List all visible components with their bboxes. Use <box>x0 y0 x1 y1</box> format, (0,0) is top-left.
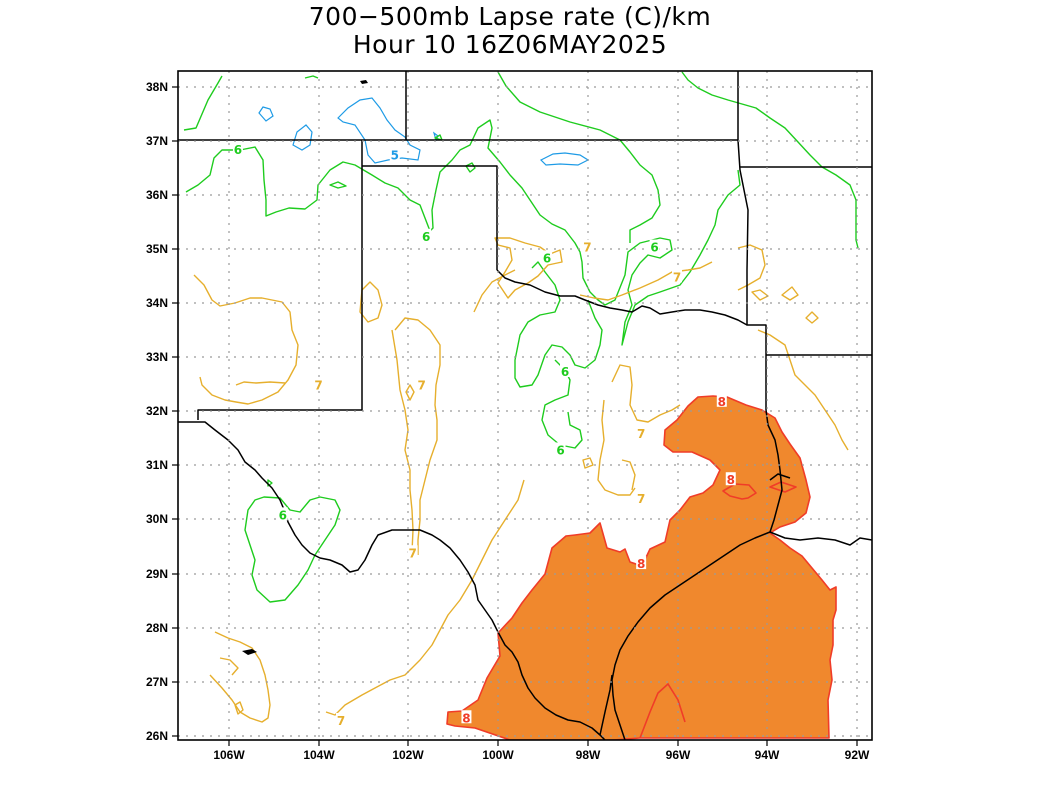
contour-label-7: 7 <box>637 427 645 441</box>
contour-label-bg <box>636 491 647 505</box>
contour-label-7: 7 <box>337 714 345 728</box>
map-frame <box>177 70 873 741</box>
contour-label-7: 7 <box>409 546 417 560</box>
state-boundaries <box>178 71 872 740</box>
contour-label-7: 7 <box>583 241 591 255</box>
lat-label: 36N <box>146 188 168 202</box>
map-subtitle: Hour 10 16Z06MAY2025 <box>352 30 668 59</box>
longitude-labels: 106W 104W 102W 100W 98W 96W 94W 92W <box>213 748 870 762</box>
small-water-features <box>242 80 368 655</box>
map-plot-area: 5 6 6 6 6 6 6 6 7 7 7 7 7 7 7 7 8 8 8 8 <box>178 71 872 740</box>
lat-label: 32N <box>146 404 168 418</box>
lon-label: 106W <box>213 748 245 762</box>
lapse-rate-8-contour-south <box>639 682 686 739</box>
contour-label-8: 8 <box>637 557 645 571</box>
contour-label-bg <box>313 377 324 391</box>
lat-label: 38N <box>146 80 168 94</box>
contour-label-bg <box>560 364 570 378</box>
lat-label: 31N <box>146 458 168 472</box>
lat-label: 37N <box>146 134 168 148</box>
contour-label-6: 6 <box>650 241 658 255</box>
contour-label-bg <box>416 377 427 391</box>
contour-label-bg <box>336 712 346 726</box>
contour-label-5: 5 <box>391 149 399 163</box>
lat-label: 26N <box>146 729 168 743</box>
contour-label-bg <box>461 710 472 724</box>
lat-label: 35N <box>146 242 168 256</box>
contour-label-8: 8 <box>718 395 726 409</box>
lat-label: 34N <box>146 296 168 310</box>
contour-labels: 5 6 6 6 6 6 6 6 7 7 7 7 7 7 7 7 8 8 8 8 <box>232 142 736 728</box>
contour-label-bg <box>389 147 400 161</box>
contour-label-bg <box>636 426 647 440</box>
contour-label-8: 8 <box>727 473 735 487</box>
map-title: 700−500mb Lapse rate (C)/km <box>308 2 712 31</box>
contour-label-6: 6 <box>422 230 430 244</box>
contour-label-bg <box>649 239 660 253</box>
contour-label-7: 7 <box>637 492 645 506</box>
contour-label-bg <box>542 250 553 264</box>
contour-label-6: 6 <box>561 365 569 379</box>
contour-label-7: 7 <box>417 379 425 393</box>
lapse-rate-7-contours <box>193 237 849 723</box>
lat-label: 27N <box>146 675 168 689</box>
lon-label: 100W <box>482 748 514 762</box>
lapse-rate-6-contours <box>183 71 859 603</box>
contour-label-8: 8 <box>462 711 470 725</box>
contour-label-bg <box>582 239 593 253</box>
axis-ticks <box>172 86 858 746</box>
lon-label: 96W <box>666 748 691 762</box>
lapse-rate-5-contours <box>258 97 590 166</box>
lon-label: 94W <box>755 748 780 762</box>
contour-label-bg <box>672 269 682 283</box>
contour-label-7: 7 <box>314 379 322 393</box>
contour-label-6: 6 <box>234 143 242 157</box>
lat-label: 29N <box>146 567 168 581</box>
contour-label-bg <box>636 556 647 570</box>
lon-label: 98W <box>576 748 601 762</box>
contour-label-bg <box>555 442 566 456</box>
lon-label: 104W <box>303 748 335 762</box>
lon-label: 92W <box>845 748 870 762</box>
contour-label-bg <box>407 545 418 559</box>
contour-label-6: 6 <box>279 508 287 522</box>
contour-label-bg <box>277 507 288 521</box>
lat-label: 33N <box>146 350 168 364</box>
lat-label: 28N <box>146 621 168 635</box>
contour-label-7: 7 <box>673 270 681 284</box>
lon-label: 102W <box>392 748 424 762</box>
contour-label-6: 6 <box>556 443 564 457</box>
lat-label: 30N <box>146 512 168 526</box>
contour-label-6: 6 <box>543 251 551 265</box>
contour-label-bg <box>421 228 432 242</box>
contour-label-bg <box>716 393 727 407</box>
contour-label-bg <box>232 142 243 156</box>
latitude-labels: 38N 37N 36N 35N 34N 33N 32N 31N 30N 29N … <box>146 80 168 743</box>
contour-label-bg <box>725 472 736 486</box>
